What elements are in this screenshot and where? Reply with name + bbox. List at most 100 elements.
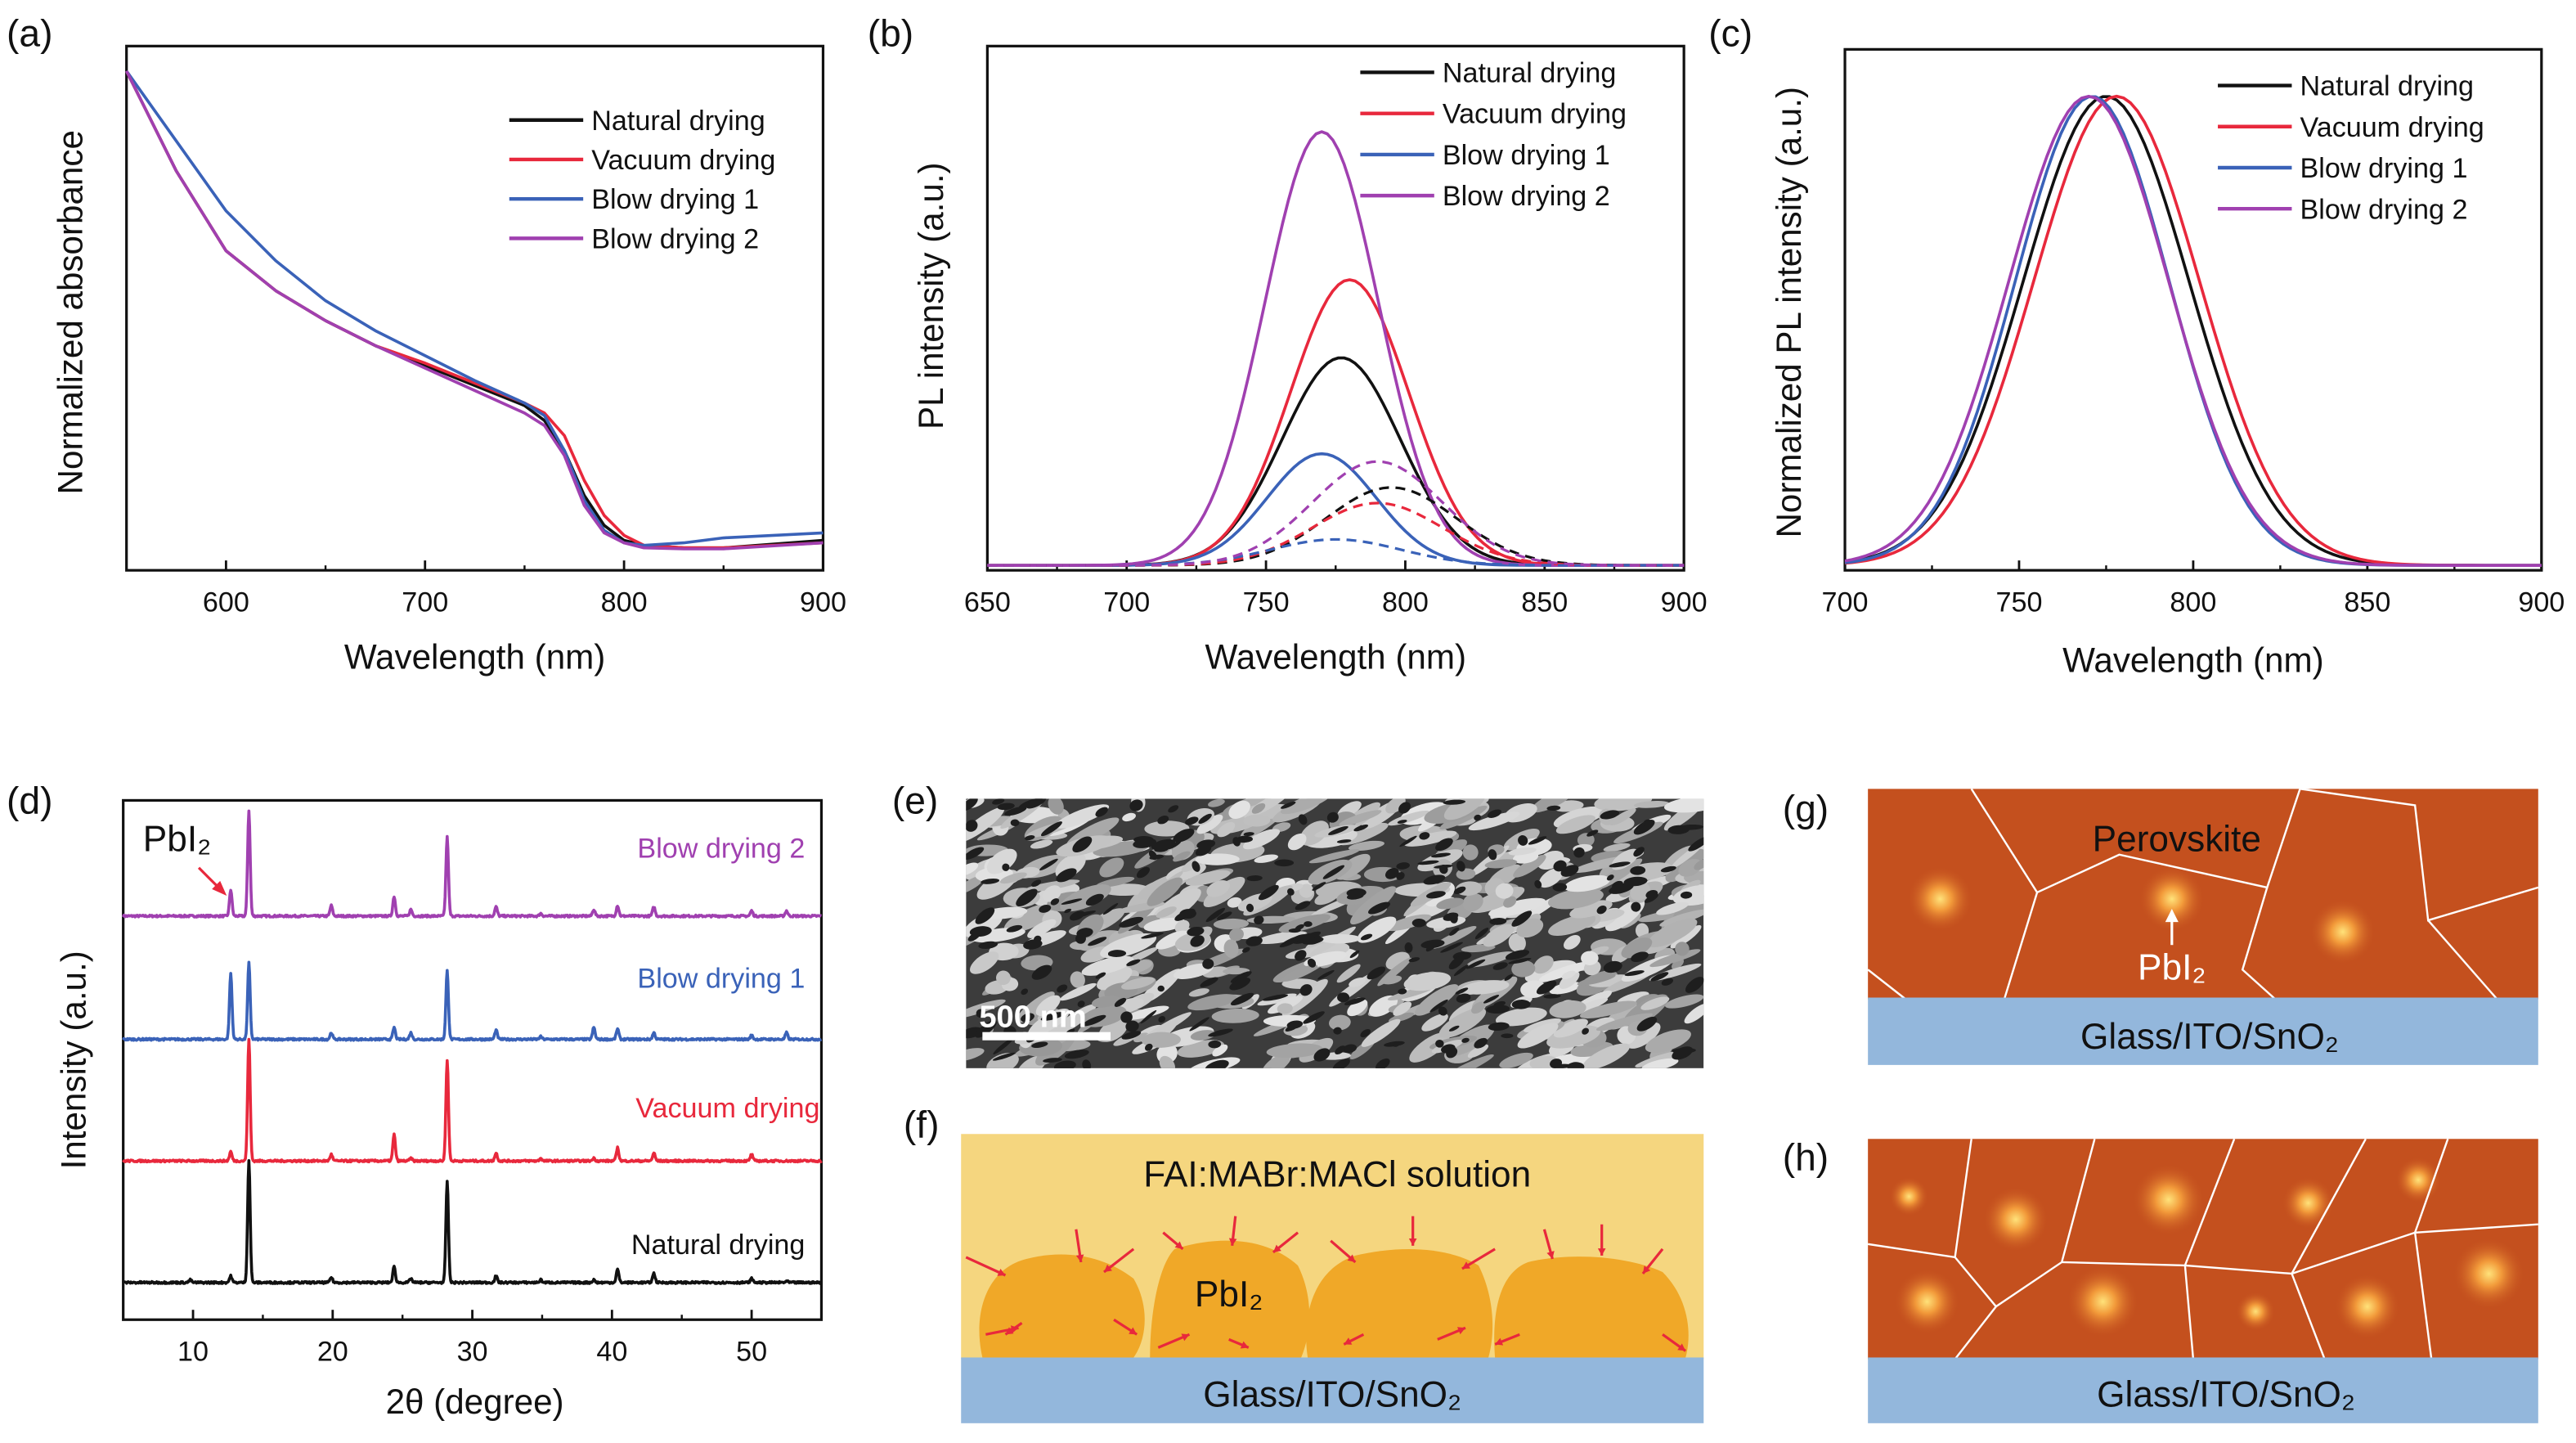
diffusion-arrows	[965, 1216, 1687, 1352]
pore	[1242, 946, 1250, 953]
x-tick-label: 850	[2344, 587, 2390, 618]
pbi2-annotation: PbI₂	[143, 820, 211, 860]
pore	[966, 847, 985, 860]
pore	[1006, 924, 1023, 933]
legend-label: Vacuum drying	[2300, 112, 2484, 143]
pore	[1039, 904, 1052, 913]
pore	[1367, 966, 1386, 980]
grain	[1582, 1043, 1630, 1068]
pore	[1313, 1048, 1331, 1062]
grain	[1299, 883, 1314, 898]
series-line	[987, 278, 1685, 567]
pore	[1299, 984, 1313, 996]
pore	[1095, 972, 1106, 979]
grain	[1548, 888, 1604, 910]
grain	[986, 1053, 1019, 1068]
grain	[1277, 1003, 1293, 1014]
pore	[1456, 861, 1465, 872]
substrate-label-g: Glass/ITO/SnO₂	[2080, 1017, 2339, 1057]
xlabel-a: Wavelength (nm)	[344, 638, 606, 677]
pore	[1102, 903, 1119, 915]
arrowhead	[1642, 1265, 1651, 1274]
grain	[1361, 1018, 1401, 1047]
grain	[1141, 1032, 1181, 1048]
grain	[1678, 859, 1703, 877]
grain	[1281, 978, 1328, 1017]
fit-component-line	[987, 537, 1685, 567]
pore	[1609, 861, 1631, 868]
grain	[1229, 928, 1244, 942]
grain	[1468, 811, 1520, 831]
pore	[1650, 972, 1669, 982]
pore	[1187, 926, 1205, 937]
pore	[1474, 814, 1482, 821]
pore	[1504, 973, 1513, 981]
grain	[1308, 849, 1360, 864]
panel-label-h: (h)	[1783, 1135, 1829, 1178]
grain	[1156, 930, 1188, 950]
arrowhead	[1597, 1248, 1606, 1256]
pore	[1335, 1045, 1346, 1054]
legend-label: Vacuum drying	[1443, 99, 1627, 130]
pore	[1680, 891, 1693, 899]
grain	[1368, 995, 1398, 1017]
pore	[1056, 868, 1077, 883]
legend-label: Natural drying	[2300, 71, 2475, 102]
grain	[1102, 883, 1150, 897]
pore	[1069, 910, 1085, 921]
grain	[1569, 900, 1613, 919]
grain	[969, 951, 999, 974]
pore	[1392, 1041, 1400, 1047]
pore	[1328, 825, 1349, 835]
grain	[1484, 859, 1518, 869]
schematic-g: Perovskite PbI₂ Glass/ITO/SnO₂	[1867, 788, 2539, 1065]
pore	[997, 802, 1015, 811]
pore	[1367, 901, 1391, 915]
grain	[1208, 798, 1225, 807]
xrd-chart: 10 20 30 40 50 Blow drying 2 Blow drying 1 Vacu…	[121, 798, 824, 1367]
pore	[1053, 1060, 1076, 1068]
grain	[1563, 935, 1581, 950]
pore	[1645, 889, 1658, 899]
grain	[1495, 883, 1514, 899]
series-line	[987, 356, 1685, 567]
pore	[1596, 905, 1607, 915]
pore	[1274, 859, 1295, 867]
grain	[1048, 798, 1064, 815]
grain	[1471, 1001, 1486, 1014]
pore	[1443, 799, 1466, 805]
grain	[1538, 961, 1594, 982]
pore	[1630, 865, 1646, 875]
pore	[1141, 932, 1164, 939]
grain	[1206, 879, 1230, 897]
grain	[1517, 1023, 1559, 1049]
pore	[1205, 907, 1226, 923]
grain	[966, 999, 1006, 1019]
grain	[1647, 918, 1698, 948]
grain	[1403, 972, 1452, 991]
grain	[1043, 885, 1061, 902]
pore	[1304, 921, 1313, 928]
pore	[1488, 1022, 1510, 1032]
pore	[1483, 995, 1500, 1004]
pore	[1075, 933, 1086, 944]
x-tick-label: 800	[601, 587, 648, 618]
pore	[1114, 997, 1127, 1007]
grain	[1350, 886, 1397, 925]
pore	[1229, 978, 1251, 991]
grain	[1174, 919, 1190, 933]
pore	[1455, 987, 1469, 995]
pore	[1631, 951, 1649, 963]
pore	[1420, 939, 1445, 949]
grain	[1404, 830, 1457, 847]
perovskite-label: Perovskite	[2093, 820, 2261, 860]
grain	[1641, 1058, 1679, 1068]
grain	[966, 862, 979, 876]
pore	[1157, 985, 1165, 992]
pore	[1230, 971, 1252, 983]
pore	[1088, 937, 1107, 946]
pore	[1333, 1027, 1342, 1035]
pore	[1064, 908, 1072, 914]
substrate-label-f: Glass/ITO/SnO₂	[1203, 1375, 1461, 1415]
pore	[1326, 811, 1339, 823]
